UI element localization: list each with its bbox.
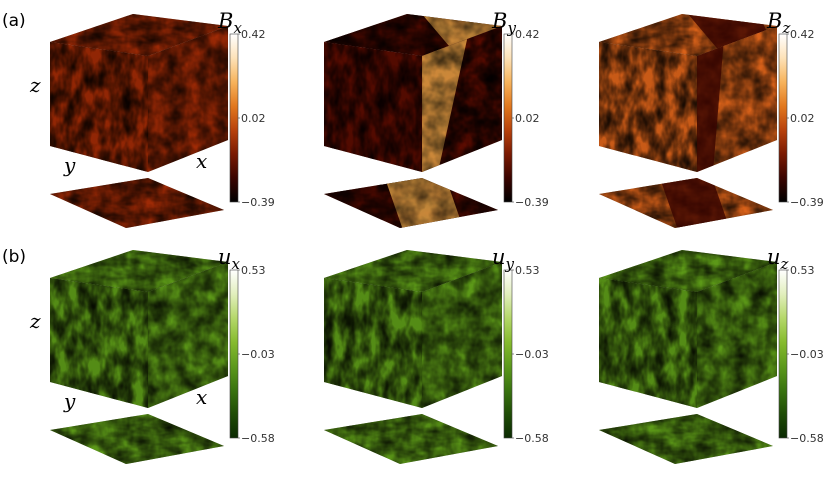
cube <box>599 14 777 172</box>
bottom-slice <box>50 178 224 228</box>
axis-label-x: x <box>196 385 207 409</box>
cube-front-face <box>50 278 148 408</box>
cube-side-face <box>697 26 777 172</box>
cube <box>324 14 502 172</box>
axis-label-z: z <box>29 309 41 333</box>
field-title: uz <box>767 245 789 273</box>
colorbar-min-label: −0.58 <box>790 432 824 445</box>
axis-label-y: y <box>63 153 76 177</box>
cube-shading <box>324 278 422 408</box>
colorbar: 0.53 −0.03 −0.58 <box>503 264 549 445</box>
colorbar-max-label: 0.42 <box>515 28 540 41</box>
bottom-slice <box>599 414 773 464</box>
colorbar-min-label: −0.58 <box>241 432 275 445</box>
panel-Bz: 0.42 0.02 −0.39 Bz <box>599 9 824 228</box>
colorbar: 0.42 0.02 −0.39 <box>778 28 824 209</box>
colorbar-gradient <box>503 269 513 439</box>
panel-Bx: 0.42 0.02 −0.39 Bx <box>50 9 275 228</box>
colorbar: 0.53 −0.03 −0.58 <box>778 264 824 445</box>
cube-front-face <box>324 42 422 172</box>
bottom-slice <box>324 178 498 228</box>
bottom-slice <box>599 178 773 228</box>
colorbar-max-label: 0.53 <box>241 264 266 277</box>
cube-shading <box>599 42 697 172</box>
colorbar-max-label: 0.53 <box>515 264 540 277</box>
cube <box>50 250 228 408</box>
axis-label-z: z <box>29 73 41 97</box>
cube-shading <box>324 42 422 172</box>
field-title: Bz <box>766 9 790 37</box>
field-title: Bx <box>217 9 242 37</box>
panel-uz: 0.53 −0.03 −0.58 uz <box>599 245 824 464</box>
colorbar: 0.42 0.02 −0.39 <box>229 28 275 209</box>
cube-shading <box>50 42 148 172</box>
colorbar-max-label: 0.53 <box>790 264 815 277</box>
colorbar-mid-label: 0.02 <box>241 112 266 125</box>
colorbar-min-label: −0.39 <box>241 196 275 209</box>
colorbar-mid-label: 0.02 <box>515 112 540 125</box>
bottom-slice <box>50 414 224 464</box>
cube-shading <box>599 278 697 408</box>
row-label: (b) <box>2 247 26 267</box>
cube <box>324 250 502 408</box>
field-band <box>697 26 725 172</box>
colorbar-min-label: −0.39 <box>515 196 549 209</box>
row-label: (a) <box>2 11 26 31</box>
axis-label-x: x <box>196 149 207 173</box>
colorbar-mid-label: −0.03 <box>515 348 549 361</box>
colorbar-min-label: −0.39 <box>790 196 824 209</box>
field-band <box>659 178 730 228</box>
axis-label-y: y <box>63 389 76 413</box>
field-title: ux <box>218 245 241 273</box>
colorbar: 0.53 −0.03 −0.58 <box>229 264 275 445</box>
cube-shading <box>50 278 148 408</box>
panel-By: 0.42 0.02 −0.39 By <box>324 9 549 228</box>
colorbar-max-label: 0.42 <box>790 28 815 41</box>
colorbar-gradient <box>503 33 513 203</box>
field-title: By <box>491 9 516 37</box>
field-title: uy <box>492 245 515 273</box>
cube <box>50 14 228 172</box>
cube <box>599 250 777 408</box>
colorbar-mid-label: −0.03 <box>241 348 275 361</box>
colorbar-gradient <box>229 33 239 203</box>
colorbar-gradient <box>778 269 788 439</box>
cube-front-face <box>50 42 148 172</box>
colorbar-gradient <box>778 33 788 203</box>
colorbar-max-label: 0.42 <box>241 28 266 41</box>
panel-ux: 0.53 −0.03 −0.58 ux <box>50 245 275 464</box>
panel-uy: 0.53 −0.03 −0.58 uy <box>324 245 549 464</box>
colorbar-mid-label: 0.02 <box>790 112 815 125</box>
colorbar: 0.42 0.02 −0.39 <box>503 28 549 209</box>
colorbar-min-label: −0.58 <box>515 432 549 445</box>
colorbar-mid-label: −0.03 <box>790 348 824 361</box>
colorbar-gradient <box>229 269 239 439</box>
bottom-slice <box>324 414 498 464</box>
